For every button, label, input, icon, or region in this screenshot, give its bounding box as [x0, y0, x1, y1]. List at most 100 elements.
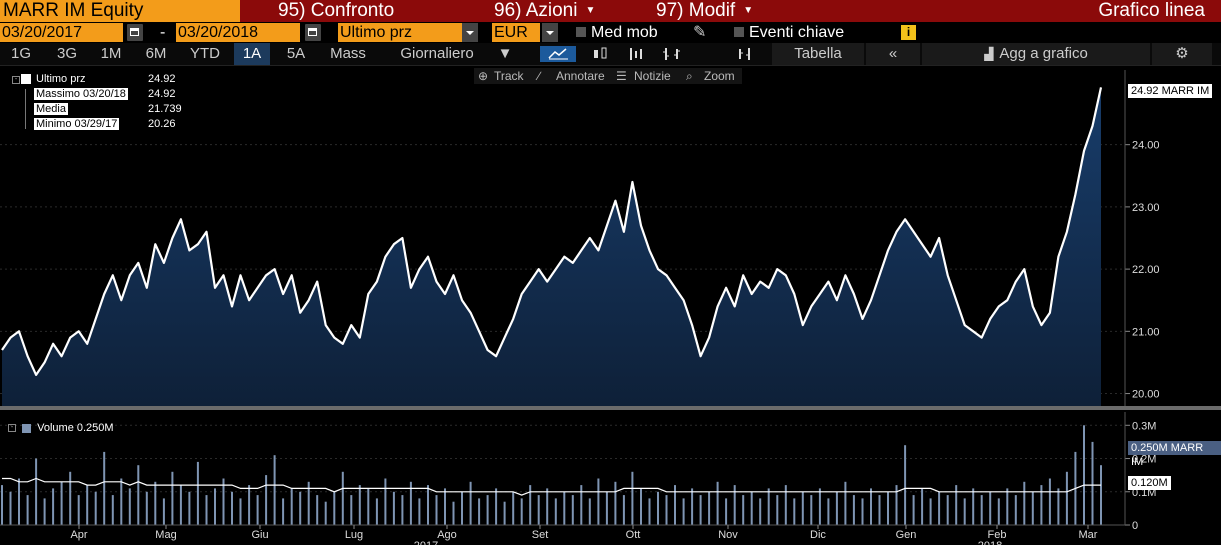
- candlestick-icon[interactable]: [590, 46, 612, 62]
- volume-bar: [128, 488, 131, 525]
- volume-bar: [546, 488, 549, 525]
- volume-bar: [801, 491, 804, 525]
- volume-bar: [972, 488, 975, 525]
- bar-chart-icon[interactable]: [626, 46, 648, 62]
- volume-bar: [1040, 485, 1043, 525]
- period-3g[interactable]: 3G: [56, 45, 77, 62]
- volume-bar: [750, 491, 753, 525]
- date-to-field[interactable]: 03/20/2018: [176, 23, 300, 42]
- pencil-icon[interactable]: ✎: [693, 24, 707, 41]
- chevron-down-icon[interactable]: [462, 23, 478, 42]
- period-1g[interactable]: 1G: [10, 45, 31, 62]
- collapse-icon[interactable]: -: [8, 424, 16, 433]
- period-6m[interactable]: 6M: [145, 45, 167, 62]
- series-color-swatch: [21, 74, 31, 84]
- volume-bar: [682, 498, 685, 525]
- volume-bar: [963, 498, 966, 525]
- news-icon[interactable]: ☰: [616, 69, 627, 83]
- period-max[interactable]: Mass: [330, 45, 366, 62]
- calendar-icon[interactable]: [305, 24, 321, 41]
- volume-bar: [1083, 425, 1085, 525]
- volume-bar: [469, 481, 472, 525]
- volume-bar: [784, 485, 787, 525]
- add-to-chart-button[interactable]: ▟ Agg a grafico: [922, 43, 1150, 65]
- track-button[interactable]: Track: [494, 69, 524, 83]
- volume-bar: [478, 498, 481, 525]
- ohlc-icon[interactable]: [660, 46, 686, 62]
- info-icon[interactable]: i: [901, 25, 916, 40]
- legend-last-label: Ultimo prz: [34, 73, 88, 85]
- volume-bar: [725, 498, 728, 525]
- pencil-icon[interactable]: ∕: [538, 69, 541, 83]
- ticker-field[interactable]: MARR IM Equity: [0, 0, 240, 22]
- volume-bar: [214, 488, 216, 525]
- volume-bar: [69, 471, 72, 525]
- title-bar: MARR IM Equity 95) Confronto 96) Azioni ▼…: [0, 0, 1221, 22]
- volume-bar: [299, 491, 302, 525]
- hlc-icon[interactable]: [734, 46, 756, 62]
- collapse-button[interactable]: «: [866, 43, 920, 65]
- annotate-button[interactable]: Annotare: [556, 69, 605, 83]
- volume-bar: [60, 481, 63, 525]
- date-range-bar: 03/20/2017 - 03/20/2018 Ultimo prz EUR M…: [0, 23, 1221, 42]
- volume-bar: [563, 491, 566, 525]
- volume-bar: [878, 495, 881, 525]
- volume-bar: [9, 491, 12, 525]
- legend-high-label: Massimo 03/20/18: [34, 88, 128, 100]
- x-tick-label: Set: [532, 529, 549, 541]
- currency-select[interactable]: EUR: [492, 23, 540, 42]
- menu-actions[interactable]: 96) Azioni ▼: [494, 0, 596, 22]
- collapse-icon[interactable]: -: [12, 76, 20, 84]
- volume-bar: [929, 498, 932, 525]
- volume-bar: [1057, 488, 1060, 525]
- chevron-down-icon[interactable]: ▼: [497, 45, 513, 62]
- volume-bar: [699, 495, 702, 525]
- period-ytd[interactable]: YTD: [190, 45, 220, 62]
- volume-bar: [324, 501, 327, 525]
- zoom-button[interactable]: Zoom: [704, 69, 735, 83]
- series-color-swatch: [22, 423, 32, 433]
- news-button[interactable]: Notizie: [634, 69, 671, 83]
- legend-connector: [25, 89, 26, 129]
- line-chart-icon[interactable]: [540, 46, 576, 62]
- volume-bar: [265, 475, 268, 525]
- volume-bar: [580, 485, 583, 525]
- crosshair-icon[interactable]: ⊕: [478, 69, 489, 83]
- volume-bar: [290, 488, 293, 525]
- volume-bar: [844, 481, 847, 525]
- volume-bar: [921, 488, 924, 525]
- volume-bar: [870, 488, 872, 525]
- key-events-checkbox[interactable]: [734, 27, 744, 37]
- volume-tick-label: 0.2M: [1132, 454, 1156, 466]
- chevron-down-icon[interactable]: [542, 23, 558, 42]
- period-5a[interactable]: 5A: [286, 45, 306, 62]
- magnifier-icon[interactable]: ⌕: [686, 69, 693, 83]
- gear-icon[interactable]: ⚙: [1152, 43, 1212, 65]
- volume-avg-tag: 0.120M: [1128, 476, 1171, 490]
- frequency-select[interactable]: Giornaliero: [400, 45, 474, 62]
- volume-bar: [904, 445, 907, 525]
- volume-bar: [571, 495, 574, 525]
- x-tick-label: Feb: [988, 529, 1007, 541]
- table-button[interactable]: Tabella: [772, 43, 864, 65]
- volume-bar: [895, 485, 898, 525]
- price-tick-label: 21.00: [1132, 326, 1160, 338]
- volume-bar: [111, 495, 114, 525]
- volume-bar: [1006, 488, 1009, 525]
- volume-bar: [495, 488, 498, 525]
- calendar-icon[interactable]: [127, 24, 143, 41]
- date-from-field[interactable]: 03/20/2017: [0, 23, 123, 42]
- volume-bar: [435, 495, 438, 525]
- period-1m[interactable]: 1M: [100, 45, 122, 62]
- chart-add-icon: ▟: [984, 47, 994, 61]
- volume-bar: [529, 485, 532, 525]
- menu-compare[interactable]: 95) Confronto: [278, 0, 395, 21]
- volume-bar: [810, 495, 813, 525]
- volume-bar: [1023, 481, 1026, 525]
- moving-avg-checkbox[interactable]: [576, 27, 586, 37]
- x-tick-label: Mag: [155, 529, 176, 541]
- period-1a[interactable]: 1A: [234, 43, 270, 65]
- menu-edit[interactable]: 97) Modif ▼: [656, 0, 754, 22]
- field-select[interactable]: Ultimo prz: [338, 23, 462, 42]
